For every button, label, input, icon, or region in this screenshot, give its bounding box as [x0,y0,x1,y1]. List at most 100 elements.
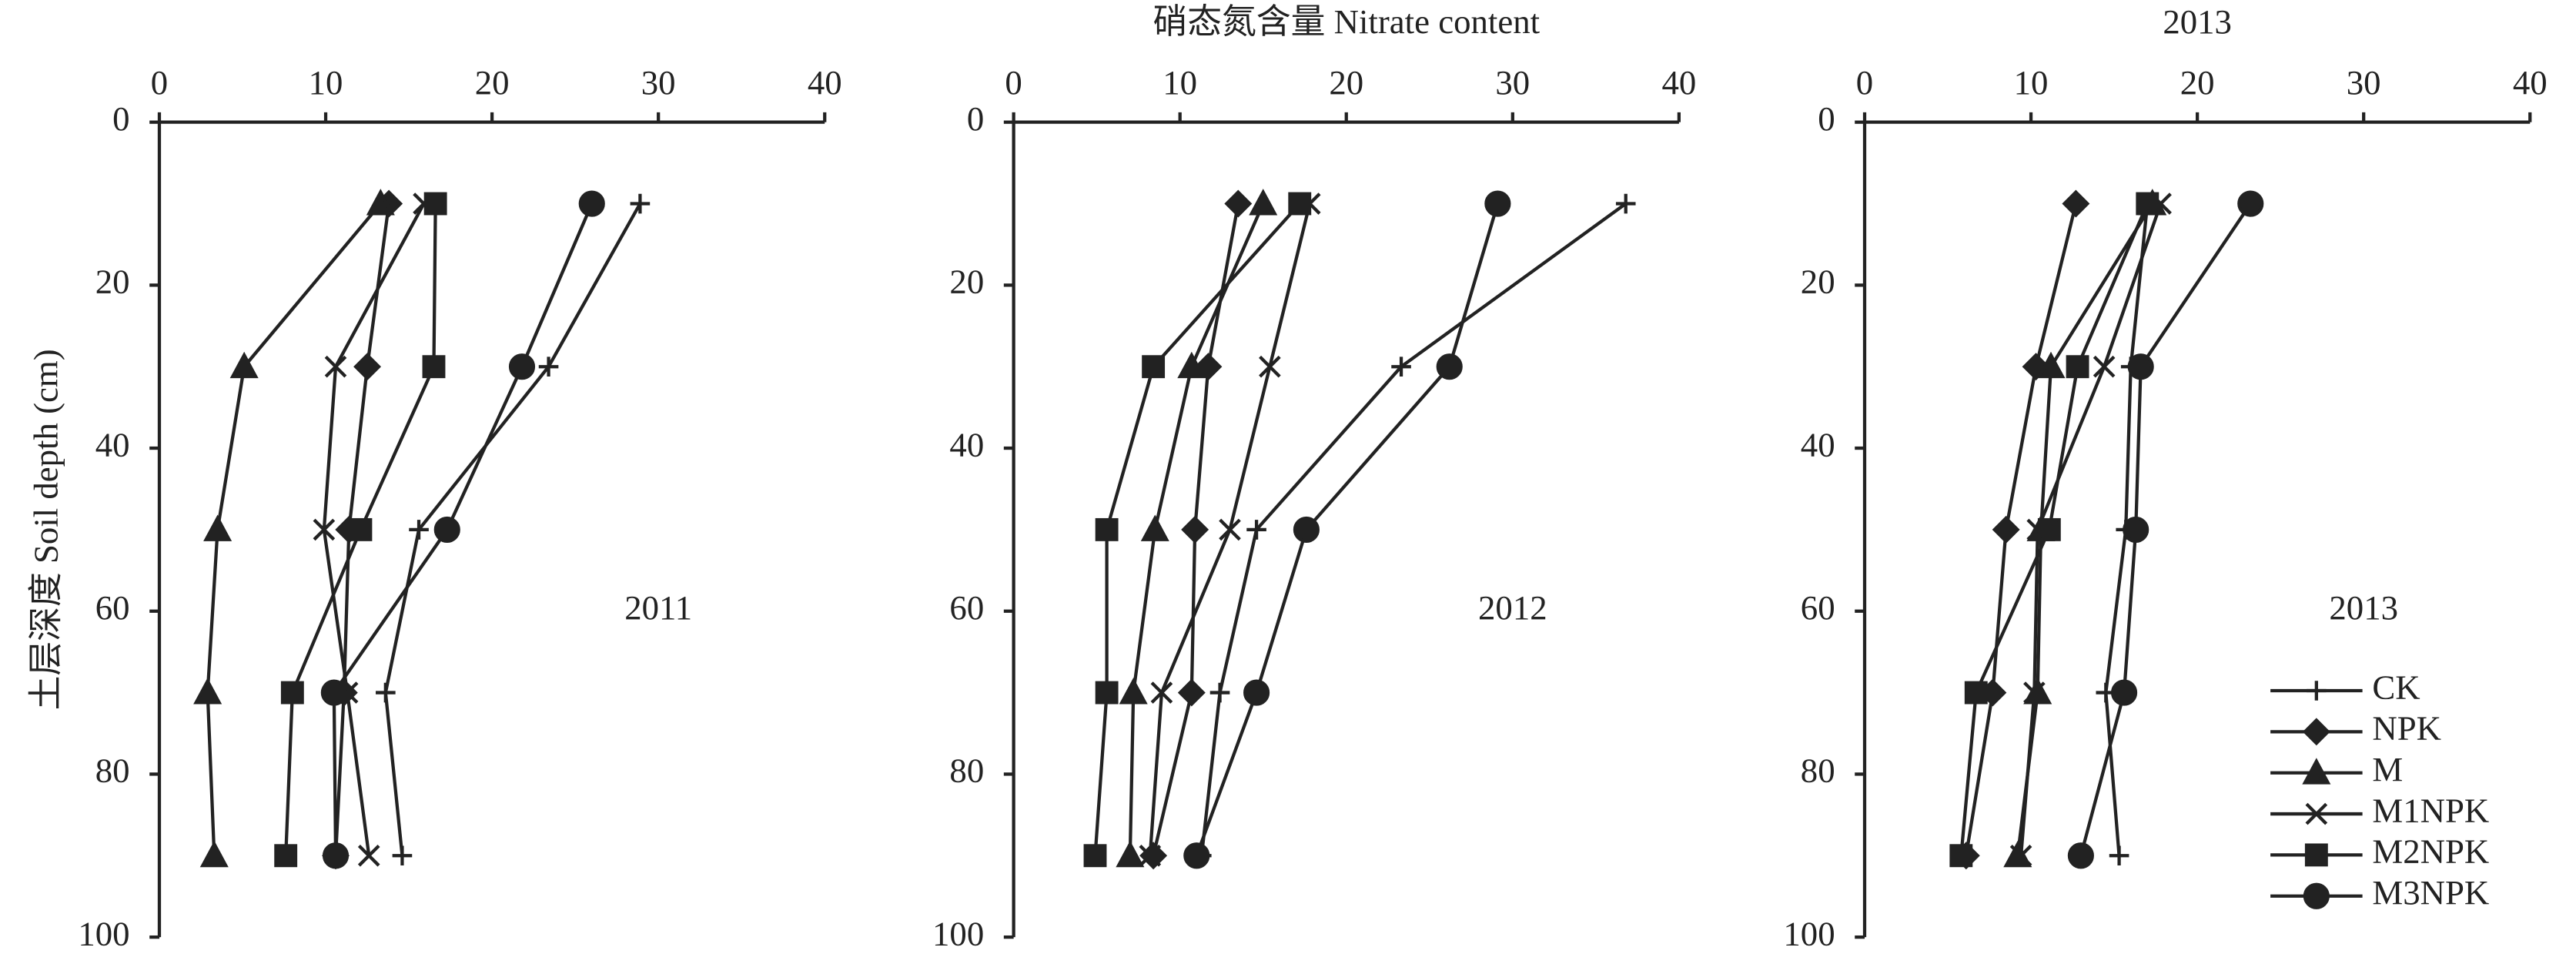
marker [324,355,347,378]
y-tick-label: 40 [949,425,984,464]
x-tick-label: 40 [808,63,842,102]
marker [2066,355,2089,379]
marker [1177,678,1206,707]
y-tick-label: 0 [112,99,129,138]
y-axis-label: 土层深度 Soil depth (cm) [26,349,65,710]
marker [409,520,429,540]
marker [357,844,380,867]
marker [203,514,233,541]
marker [1150,681,1173,704]
marker [1391,356,1411,377]
y-tick-label: 40 [1801,425,1835,464]
marker [313,518,336,541]
marker [392,845,413,866]
chart-title: 2013 [2163,2,2232,41]
annotation: 2013 [2329,588,2398,627]
legend-label: NPK [2372,709,2441,748]
y-tick-label: 60 [949,588,984,627]
annotation: 2012 [1478,588,1547,627]
x-tick-label: 10 [309,63,343,102]
marker [1249,189,1278,216]
marker [423,192,447,216]
marker [1992,515,2020,544]
y-tick-label: 100 [1783,914,1835,952]
y-tick-label: 100 [78,914,129,952]
x-tick-label: 30 [1495,63,1530,102]
y-tick-label: 80 [95,751,130,790]
marker [1949,844,1973,868]
marker [422,355,446,379]
y-tick-label: 60 [95,588,130,627]
marker [1219,518,1241,541]
marker [1964,681,1988,705]
marker [2067,842,2094,869]
marker [1224,189,1253,218]
y-tick-label: 80 [1801,751,1835,790]
marker [1293,516,1320,543]
marker [376,682,396,703]
marker [433,516,460,543]
marker [280,681,304,705]
marker [1181,515,1209,544]
marker [1436,353,1463,380]
x-tick-label: 20 [475,63,510,102]
marker [1259,355,1281,378]
y-tick-label: 40 [95,425,130,464]
marker [2093,355,2116,378]
legend-marker [2303,882,2330,909]
x-tick-label: 20 [2180,63,2215,102]
marker [1095,517,1119,541]
legend-label: M1NPK [2372,791,2489,829]
marker [1177,351,1206,379]
legend-label: M3NPK [2372,873,2489,912]
marker [2123,516,2149,543]
legend-marker [2305,802,2328,825]
x-tick-label: 10 [1163,63,1197,102]
marker [349,517,373,541]
y-tick-label: 20 [95,263,130,301]
x-tick-label: 20 [1329,63,1363,102]
y-tick-label: 60 [1801,588,1835,627]
marker [1119,678,1148,705]
marker [2009,844,2032,867]
x-tick-label: 0 [151,63,168,102]
legend-label: CK [2372,668,2420,706]
x-tick-label: 40 [1661,63,1696,102]
y-tick-label: 20 [949,263,984,301]
marker [1209,682,1230,703]
marker [320,679,347,706]
x-tick-label: 40 [2513,63,2548,102]
marker [1484,190,1511,217]
chart-title: 硝态氮含量 Nitrate content [1153,2,1540,41]
annotation: 2011 [624,588,692,627]
marker [508,353,536,380]
y-tick-label: 20 [1801,263,1835,301]
y-tick-label: 100 [932,914,984,952]
marker [1615,193,1636,214]
marker [1139,842,1168,870]
marker [1243,679,1270,706]
marker [1139,844,1162,867]
marker [1095,681,1119,705]
x-tick-label: 30 [641,63,676,102]
legend-marker [2302,718,2330,746]
marker [2136,192,2159,216]
x-tick-label: 10 [2014,63,2049,102]
marker [2110,679,2138,706]
marker [2062,189,2090,218]
marker [1116,840,1145,868]
marker [1083,844,1107,868]
series-line [1195,203,1500,856]
legend-marker [2304,843,2328,867]
marker [366,189,395,216]
marker [2127,353,2154,380]
marker [1140,514,1169,541]
x-tick-label: 0 [1005,63,1022,102]
marker [2237,190,2264,217]
marker [2023,681,2046,704]
marker [2022,353,2050,381]
marker [229,351,259,379]
marker [1246,520,1266,540]
marker [2036,351,2066,379]
